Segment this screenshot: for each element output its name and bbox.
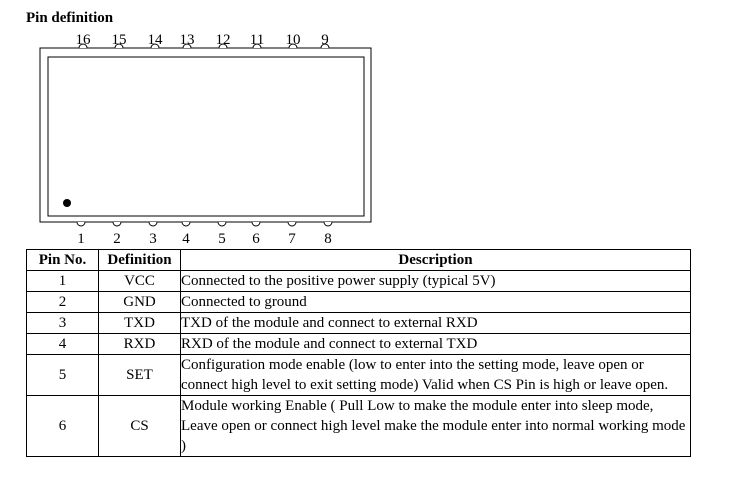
- pin-notch-9: [320, 43, 330, 49]
- pin-notch-11: [252, 43, 262, 49]
- pin-definition-cell: SET: [98, 354, 181, 396]
- pin-notch-13: [182, 43, 192, 49]
- pin-description-cell: Connected to the positive power supply (…: [180, 270, 691, 292]
- pin-notch-5: [217, 221, 227, 227]
- pin-label-3: 3: [149, 231, 157, 247]
- pin-notch-4: [181, 221, 191, 227]
- pin-description-cell: Connected to ground: [180, 291, 691, 313]
- pin-definition-cell: RXD: [98, 333, 181, 355]
- pin-label-9: 9: [321, 32, 329, 48]
- pin-notch-6: [251, 221, 261, 227]
- pin-label-16: 16: [75, 32, 91, 48]
- pin-label-13: 13: [179, 32, 195, 48]
- pin-label-15: 15: [111, 32, 127, 48]
- pin-definition-cell: TXD: [98, 312, 181, 334]
- pin-label-8: 8: [324, 231, 332, 247]
- pin-number-cell: 5: [26, 354, 99, 396]
- pin-description-cell: Module working Enable ( Pull Low to make…: [180, 395, 691, 457]
- module-inner-outline: [47, 56, 365, 217]
- module-outer-outline: [39, 47, 372, 223]
- pin-number-cell: 2: [26, 291, 99, 313]
- pin-definition-cell: GND: [98, 291, 181, 313]
- pin-label-7: 7: [288, 231, 296, 247]
- pin-label-6: 6: [252, 231, 260, 247]
- pin-number-cell: 4: [26, 333, 99, 355]
- table-row: 5 SET Configuration mode enable (low to …: [26, 354, 691, 396]
- pin-description-cell: RXD of the module and connect to externa…: [180, 333, 691, 355]
- pin-notch-15: [114, 43, 124, 49]
- pin1-marker-dot: [63, 199, 71, 207]
- pin-definition-cell: CS: [98, 395, 181, 457]
- table-row: 2 GND Connected to ground: [26, 291, 691, 313]
- pin-number-cell: 1: [26, 270, 99, 292]
- pin-label-2: 2: [113, 231, 121, 247]
- pin-label-12: 12: [215, 32, 231, 48]
- table-row: 6 CS Module working Enable ( Pull Low to…: [26, 395, 691, 457]
- module-pin-diagram: [39, 43, 372, 227]
- table-row: 1 VCC Connected to the positive power su…: [26, 270, 691, 292]
- pin-notch-12: [218, 43, 228, 49]
- pin-number-cell: 3: [26, 312, 99, 334]
- pin-label-14: 14: [147, 32, 163, 48]
- pin-notch-14: [150, 43, 160, 49]
- header-description: Description: [180, 249, 691, 271]
- pin-notch-1: [76, 221, 86, 227]
- pin-definition-cell: VCC: [98, 270, 181, 292]
- pin-label-4: 4: [182, 231, 190, 247]
- pin-label-1: 1: [77, 231, 85, 247]
- pin-definition-table: Pin No. Definition Description 1 VCC Con…: [26, 249, 691, 457]
- pin-notch-10: [288, 43, 298, 49]
- header-pin-no: Pin No.: [26, 249, 99, 271]
- pin-label-10: 10: [285, 32, 301, 48]
- pin-number-cell: 6: [26, 395, 99, 457]
- pin-notch-16: [78, 43, 88, 49]
- pin-notch-8: [323, 221, 333, 227]
- table-row: 3 TXD TXD of the module and connect to e…: [26, 312, 691, 334]
- pin-notch-2: [112, 221, 122, 227]
- pin-description-cell: TXD of the module and connect to externa…: [180, 312, 691, 334]
- section-title: Pin definition: [26, 10, 114, 26]
- pin-label-5: 5: [218, 231, 226, 247]
- pin-notch-7: [287, 221, 297, 227]
- pin-label-11: 11: [249, 32, 265, 48]
- header-definition: Definition: [98, 249, 181, 271]
- table-row: 4 RXD RXD of the module and connect to e…: [26, 333, 691, 355]
- pin-notch-3: [148, 221, 158, 227]
- bottom-pin-notches: [76, 221, 333, 227]
- pin-description-cell: Configuration mode enable (low to enter …: [180, 354, 691, 396]
- top-pin-notches: [78, 43, 330, 49]
- table-header-row: Pin No. Definition Description: [26, 249, 691, 271]
